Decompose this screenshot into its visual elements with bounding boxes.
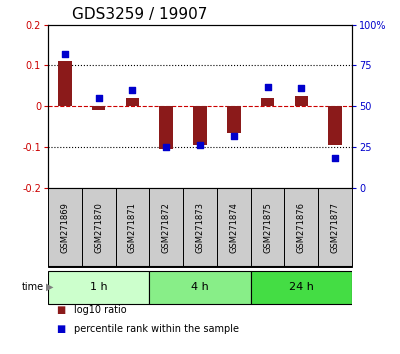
Text: GSM271877: GSM271877 bbox=[331, 202, 340, 253]
Bar bbox=[328, 106, 342, 145]
Text: GSM271874: GSM271874 bbox=[229, 202, 238, 253]
Point bbox=[129, 87, 136, 93]
Bar bbox=[82, 188, 116, 267]
Point bbox=[298, 85, 304, 91]
Text: 1 h: 1 h bbox=[90, 282, 108, 292]
Bar bbox=[92, 106, 106, 110]
Bar bbox=[58, 62, 72, 106]
Bar bbox=[149, 271, 251, 304]
Bar bbox=[318, 188, 352, 267]
Point bbox=[332, 155, 338, 161]
Text: ■: ■ bbox=[56, 324, 65, 334]
Bar bbox=[116, 188, 149, 267]
Text: GSM271875: GSM271875 bbox=[263, 202, 272, 253]
Text: percentile rank within the sample: percentile rank within the sample bbox=[74, 324, 239, 334]
Point bbox=[163, 144, 170, 150]
Bar bbox=[227, 106, 240, 133]
Text: ■: ■ bbox=[56, 305, 65, 315]
Bar bbox=[294, 96, 308, 106]
Point bbox=[62, 51, 68, 57]
Text: GSM271870: GSM271870 bbox=[94, 202, 103, 253]
Point bbox=[230, 133, 237, 138]
Text: GSM271871: GSM271871 bbox=[128, 202, 137, 253]
Text: GDS3259 / 19907: GDS3259 / 19907 bbox=[72, 7, 208, 22]
Bar bbox=[48, 188, 82, 267]
Point bbox=[96, 95, 102, 101]
Bar bbox=[251, 188, 284, 267]
Bar bbox=[261, 98, 274, 106]
Text: log10 ratio: log10 ratio bbox=[74, 305, 127, 315]
Bar bbox=[160, 106, 173, 149]
Bar bbox=[48, 271, 149, 304]
Bar bbox=[251, 271, 352, 304]
Text: 24 h: 24 h bbox=[289, 282, 314, 292]
Bar bbox=[126, 98, 139, 106]
Text: GSM271869: GSM271869 bbox=[60, 202, 69, 253]
Text: GSM271876: GSM271876 bbox=[297, 202, 306, 253]
Bar bbox=[183, 188, 217, 267]
Text: time: time bbox=[22, 282, 44, 292]
Point bbox=[264, 84, 271, 90]
Text: ▶: ▶ bbox=[46, 282, 54, 292]
Bar bbox=[284, 188, 318, 267]
Text: GSM271872: GSM271872 bbox=[162, 202, 171, 253]
Bar bbox=[193, 106, 207, 145]
Point bbox=[197, 142, 203, 148]
Bar bbox=[149, 188, 183, 267]
Bar bbox=[217, 188, 251, 267]
Text: 4 h: 4 h bbox=[191, 282, 209, 292]
Text: GSM271873: GSM271873 bbox=[196, 202, 204, 253]
